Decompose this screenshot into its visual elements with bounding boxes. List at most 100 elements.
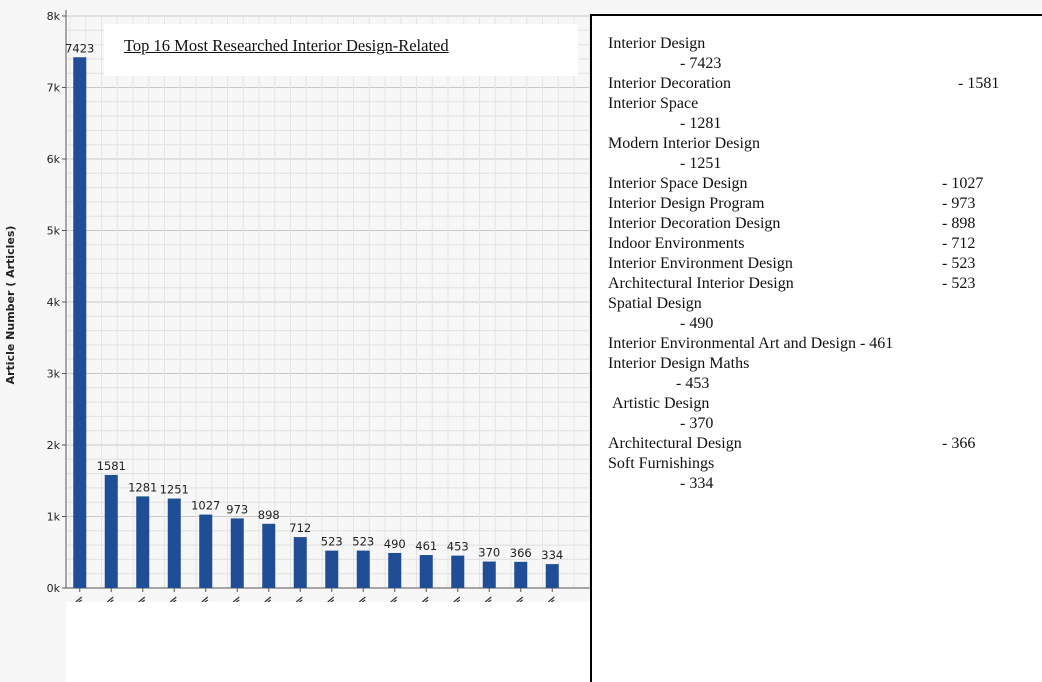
x-tick-mark-glyph	[358, 596, 366, 603]
bar	[167, 498, 181, 588]
data-label: 490	[384, 537, 406, 551]
legend-item-name: Interior Environment Design	[608, 255, 793, 272]
legend-item: Interior Design - 7423	[608, 34, 1018, 74]
legend-item: Interior Environment Design - 523	[608, 254, 1018, 274]
white-area	[66, 602, 592, 682]
x-tick-mark-glyph	[295, 596, 303, 603]
legend-item: Architectural Design - 366	[608, 434, 1018, 454]
legend-item-name: Interior Design Program	[608, 195, 765, 212]
legend-item-name: Architectural Design	[608, 435, 742, 452]
legend-item-value: - 7423	[680, 55, 722, 72]
legend-item-value: - 523	[942, 255, 976, 272]
bar	[199, 514, 213, 588]
data-label: 898	[258, 508, 280, 522]
x-tick-mark-glyph	[390, 596, 398, 603]
y-tick-label: 0k	[47, 582, 61, 595]
x-tick-mark-glyph	[138, 596, 146, 603]
chart-title-box: Top 16 Most Researched Interior Design-R…	[104, 24, 578, 76]
legend-item: Interior Space - 1281	[608, 94, 1018, 134]
bar	[451, 555, 465, 588]
data-label: 523	[352, 535, 374, 549]
legend-item: Interior Design Maths - 453	[608, 354, 1018, 394]
bar	[230, 518, 244, 588]
x-tick-mark-glyph	[327, 596, 335, 603]
legend-item-name: Architectural Interior Design	[608, 275, 794, 292]
legend-item: Spatial Design - 490	[608, 294, 1018, 334]
legend-item: Indoor Environments - 712	[608, 234, 1018, 254]
legend-panel: Interior Design - 7423 Interior Decoration…	[590, 14, 1042, 682]
legend-item-name: Spatial Design	[608, 295, 702, 312]
data-label: 1027	[191, 499, 220, 513]
y-tick-label: 2k	[47, 439, 61, 452]
legend-item-name: Interior Space	[608, 95, 699, 112]
x-tick-mark-glyph	[201, 596, 209, 603]
x-tick-mark-glyph	[484, 596, 492, 603]
x-tick-mark-glyph	[232, 596, 240, 603]
legend-item-value: - 490	[680, 315, 714, 332]
data-label: 1281	[128, 480, 157, 494]
chart-title: Top 16 Most Researched Interior Design-R…	[124, 36, 449, 55]
legend-item: Interior Environmental Art and Design - 4…	[608, 334, 1018, 354]
data-label: 712	[289, 521, 311, 535]
legend-item-name: Interior Decoration Design	[608, 215, 781, 232]
data-label: 973	[226, 502, 248, 516]
y-tick-label: 4k	[47, 296, 61, 309]
legend-item: Interior Space Design - 1027	[608, 174, 1018, 194]
bar	[136, 496, 150, 588]
legend-list: Interior Design - 7423 Interior Decoration…	[608, 34, 1018, 494]
legend-item: Artistic Design - 370	[608, 394, 1018, 434]
x-tick-mark-glyph	[547, 596, 555, 603]
bar	[356, 550, 370, 588]
data-label: 523	[321, 535, 343, 549]
data-label: 366	[510, 546, 532, 560]
y-tick-label: 7k	[47, 82, 61, 95]
legend-item-name: Interior Decoration	[608, 75, 732, 92]
legend-item-value: - 453	[676, 375, 710, 392]
bar	[325, 550, 339, 588]
bar	[419, 555, 433, 588]
bar	[482, 561, 496, 588]
legend-item-name: Interior Environmental Art and Design	[608, 335, 856, 352]
legend-item-value: - 1027	[942, 175, 984, 192]
bar	[73, 57, 87, 589]
legend-item-name: Indoor Environments	[608, 235, 745, 252]
bar	[545, 564, 559, 588]
legend-item: Soft Furnishings - 334	[608, 454, 1018, 494]
bar	[262, 523, 276, 588]
y-tick-label: 3k	[47, 368, 61, 381]
legend-item-value: - 1581	[958, 75, 1000, 92]
legend-item-value: - 898	[942, 215, 976, 232]
x-tick-mark-glyph	[516, 596, 524, 603]
legend-item-name: Interior Space Design	[608, 175, 748, 192]
y-tick-label: 1k	[47, 511, 61, 524]
y-tick-label: 8k	[47, 10, 61, 23]
legend-item-value: - 366	[942, 435, 976, 452]
legend-item-value: - 712	[942, 235, 976, 252]
legend-item-name: Interior Design	[608, 35, 706, 52]
legend-item-value: - 973	[942, 195, 976, 212]
y-tick-label: 5k	[47, 225, 61, 238]
legend-item-value: - 370	[680, 415, 714, 432]
data-label: 370	[478, 546, 500, 560]
x-tick-mark-glyph	[421, 596, 429, 603]
data-label: 334	[541, 548, 563, 562]
legend-item: Interior Design Program - 973	[608, 194, 1018, 214]
data-label: 453	[447, 540, 469, 554]
bar	[293, 537, 307, 588]
x-tick-mark-glyph	[169, 596, 177, 603]
data-label: 1251	[160, 483, 189, 497]
bar	[104, 474, 118, 588]
x-tick-mark-glyph	[75, 596, 83, 603]
data-label: 7423	[65, 41, 94, 55]
legend-item: Interior Decoration Design - 898	[608, 214, 1018, 234]
legend-item-name: Interior Design Maths	[608, 355, 750, 372]
data-label: 1581	[97, 459, 126, 473]
legend-item-name: Modern Interior Design	[608, 135, 760, 152]
x-tick-mark-glyph	[453, 596, 461, 603]
legend-item-value: - 523	[942, 275, 976, 292]
x-tick-mark-glyph	[106, 596, 114, 603]
legend-item: Modern Interior Design - 1251	[608, 134, 1018, 174]
y-tick-label: 6k	[47, 153, 61, 166]
bar	[514, 561, 528, 588]
